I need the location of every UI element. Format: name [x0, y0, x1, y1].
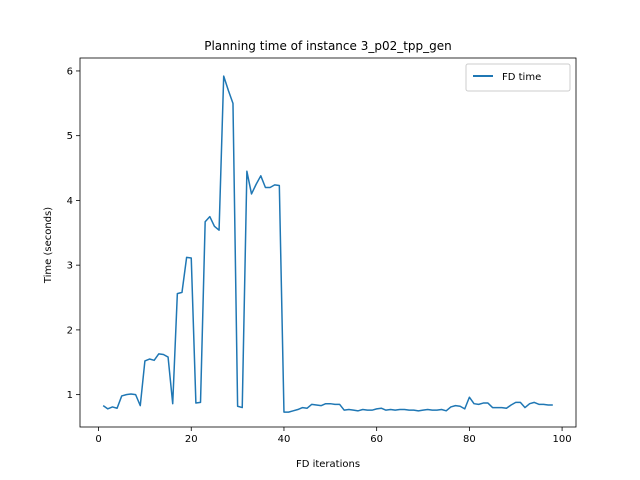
plot-area: [79, 57, 577, 428]
y-tick-label: 3: [67, 261, 73, 272]
y-tick-label: 1: [67, 390, 73, 401]
y-tick-label: 6: [67, 66, 73, 77]
legend: FD time: [465, 63, 571, 92]
x-tick-label: 20: [185, 434, 198, 445]
legend-box: [465, 63, 571, 92]
y-axis: 1 2 3 4 5 6: [67, 66, 80, 401]
x-tick-label: 60: [370, 434, 383, 445]
y-tick-label: 4: [67, 196, 73, 207]
y-tick-label: 2: [67, 325, 73, 336]
series-line-0: [102, 75, 553, 413]
y-tick-label: 5: [67, 131, 73, 142]
x-tick-label: 0: [95, 434, 101, 445]
x-tick-label: 80: [463, 434, 476, 445]
x-tick-label: 100: [553, 434, 572, 445]
axes-frame: [79, 57, 577, 428]
x-tick-label: 40: [278, 434, 291, 445]
x-axis-label: FD iterations: [296, 459, 360, 470]
legend-entry-label: FD time: [502, 72, 541, 83]
x-axis: 0 20 40 60 80 100: [95, 427, 572, 445]
y-axis-label: Time (seconds): [43, 207, 54, 284]
chart-title: Planning time of instance 3_p02_tpp_gen: [204, 39, 452, 53]
